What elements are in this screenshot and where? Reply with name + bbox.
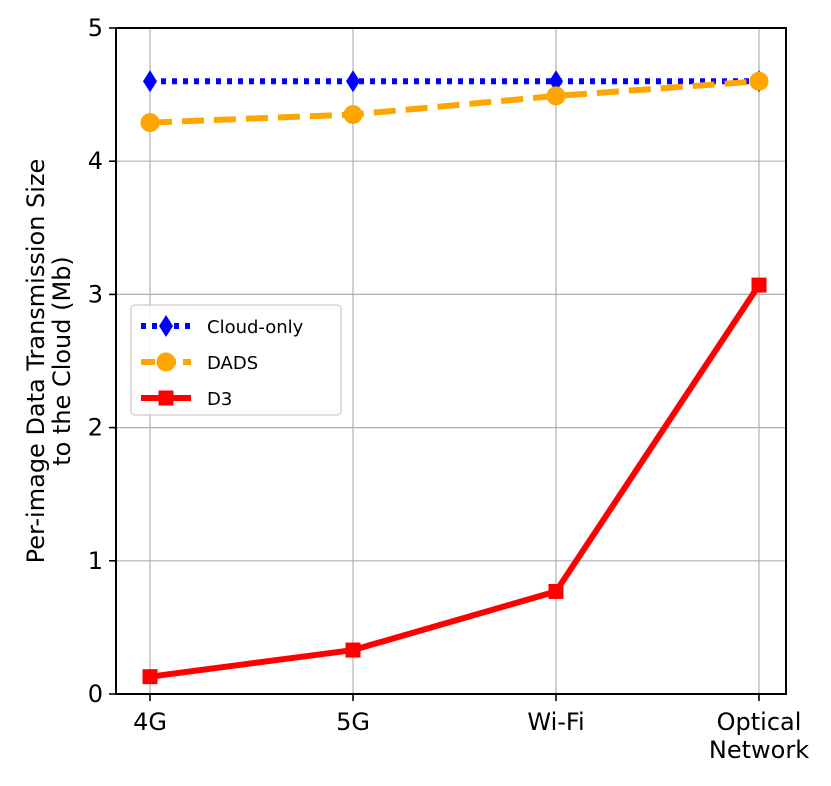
- data-point-d3: [142, 669, 158, 685]
- series-layer: [140, 70, 769, 685]
- y-tick-label: 5: [88, 14, 103, 42]
- legend-label: Cloud-only: [207, 317, 304, 338]
- series-d3: [142, 277, 767, 685]
- legend-marker: [156, 352, 176, 372]
- data-point-d3: [751, 277, 767, 293]
- series-dads: [140, 71, 769, 133]
- x-tick-label: Optical Network: [709, 708, 809, 764]
- series-line-d3: [149, 283, 762, 680]
- series-line-dads: [149, 78, 760, 126]
- x-tick-label: Wi-Fi: [527, 708, 584, 736]
- y-tick-label: 2: [88, 414, 103, 442]
- data-point-dads: [546, 86, 566, 106]
- data-point-dads: [749, 71, 769, 91]
- legend-item-d3: D3: [141, 389, 232, 410]
- data-point-dads: [343, 105, 363, 125]
- y-tick-label: 4: [88, 147, 103, 175]
- x-tick-label: 4G: [133, 708, 167, 736]
- y-axis-title: Per-image Data Transmission Sizeto the C…: [22, 159, 76, 564]
- legend: Cloud-only DADS D3: [130, 304, 342, 416]
- data-point-d3: [345, 642, 361, 658]
- data-point-dads: [140, 113, 160, 133]
- y-tick-label: 3: [88, 280, 103, 308]
- data-point-cloud-only: [346, 70, 360, 93]
- legend-marker: [159, 315, 173, 337]
- x-tick-label: 5G: [336, 708, 370, 736]
- legend-item-cloud-only: Cloud-only: [141, 315, 304, 338]
- plot-frame: [115, 27, 787, 695]
- data-point-cloud-only: [549, 70, 563, 93]
- legend-box: [130, 304, 342, 416]
- legend-item-dads: DADS: [141, 352, 258, 374]
- data-point-d3: [548, 583, 564, 599]
- legend-label: D3: [207, 389, 232, 410]
- data-point-cloud-only: [143, 70, 157, 93]
- legend-label: DADS: [207, 353, 258, 374]
- legend-marker: [158, 390, 174, 406]
- tick-layer: 4G 5G Wi-Fi Optical Network 0 1 2 3 4 5: [88, 14, 809, 764]
- y-tick-label: 1: [88, 547, 103, 575]
- y-tick-label: 0: [88, 680, 103, 708]
